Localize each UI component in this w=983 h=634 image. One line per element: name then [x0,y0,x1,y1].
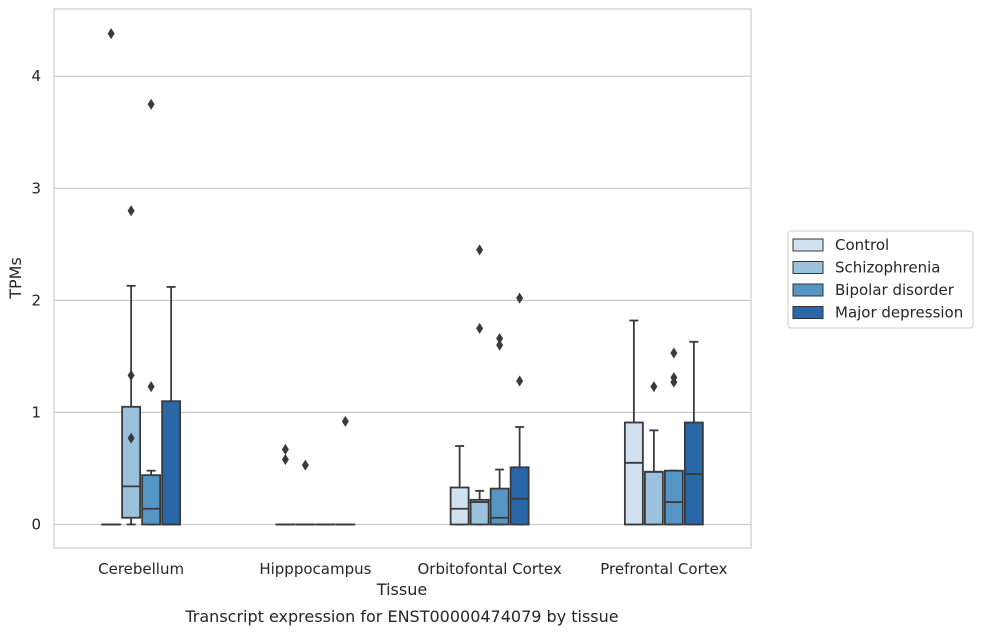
x-tick-label: Cerebellum [98,560,184,578]
outlier-point [127,369,135,381]
legend-swatch [792,238,824,252]
x-tick-label: Prefrontal Cortex [600,560,727,578]
legend: Control Schizophrenia Bipolar disorder Majo… [787,230,974,329]
box-0-2 [141,98,162,526]
plot-frame [53,8,752,549]
outlier-point [496,332,504,344]
box-2-3 [509,292,530,526]
legend-label: Schizophrenia [835,259,940,277]
outlier-point [127,205,135,217]
outlier-point [650,381,658,393]
box-body [489,487,510,526]
box-1-0 [275,443,296,526]
outlier-point [476,322,484,334]
y-tick-label: 4 [31,67,41,85]
box-0-3 [161,286,182,526]
outlier-point [670,376,678,388]
box-body [623,421,644,526]
box-body [663,469,684,526]
box-3-0 [623,319,644,526]
outlier-point [301,459,309,471]
x-axis-label: Tissue [376,580,427,599]
box-1-3 [335,415,356,526]
legend-frame [787,230,974,329]
box-3-3 [683,340,704,526]
y-axis-label: TPMs [6,257,25,300]
outlier-point [341,415,349,427]
x-tick-label: Orbitofontal Cortex [418,560,562,578]
outlier-point [476,244,484,256]
outlier-point [281,443,289,455]
y-axis-ticks: 0 1 2 3 4 [31,67,41,533]
figure-caption: Transcript expression for ENST0000047407… [184,607,618,626]
box-body [449,486,470,526]
box-1-1 [295,459,316,526]
y-tick-label: 0 [31,515,41,533]
boxes-layer [101,28,704,526]
y-tick-label: 1 [31,403,41,421]
box-3-1 [643,381,664,526]
legend-label: Bipolar disorder [835,281,955,299]
box-2-0 [449,445,470,526]
box-body [121,405,142,519]
outlier-point [127,432,135,444]
x-axis-ticks: Cerebellum Hipppocampus Orbitofontal Corte… [98,560,727,578]
legend-label: Control [835,236,889,254]
box-body [141,474,162,526]
x-tick-label: Hipppocampus [259,560,371,578]
legend-swatch [792,261,824,274]
outlier-point [516,375,524,387]
y-tick-label: 3 [31,179,41,197]
outlier-point [147,381,155,393]
box-3-2 [663,347,684,526]
y-tick-label: 2 [31,291,41,309]
outlier-point [147,98,155,110]
legend-swatch [792,306,824,319]
box-2-2 [489,332,510,526]
box-0-1 [121,205,142,526]
box-0-0 [101,28,122,526]
outlier-point [670,347,678,359]
box-body [161,400,182,526]
box-2-1 [469,244,490,526]
grid-layer [54,75,751,526]
box-body [643,470,664,526]
outlier-point [107,28,115,40]
outlier-point [516,292,524,304]
outlier-point [496,339,504,351]
legend-swatch [792,283,824,297]
legend-label: Major depression [835,304,963,322]
box-body [469,498,490,526]
outlier-point [281,453,289,465]
box-body [509,466,530,526]
